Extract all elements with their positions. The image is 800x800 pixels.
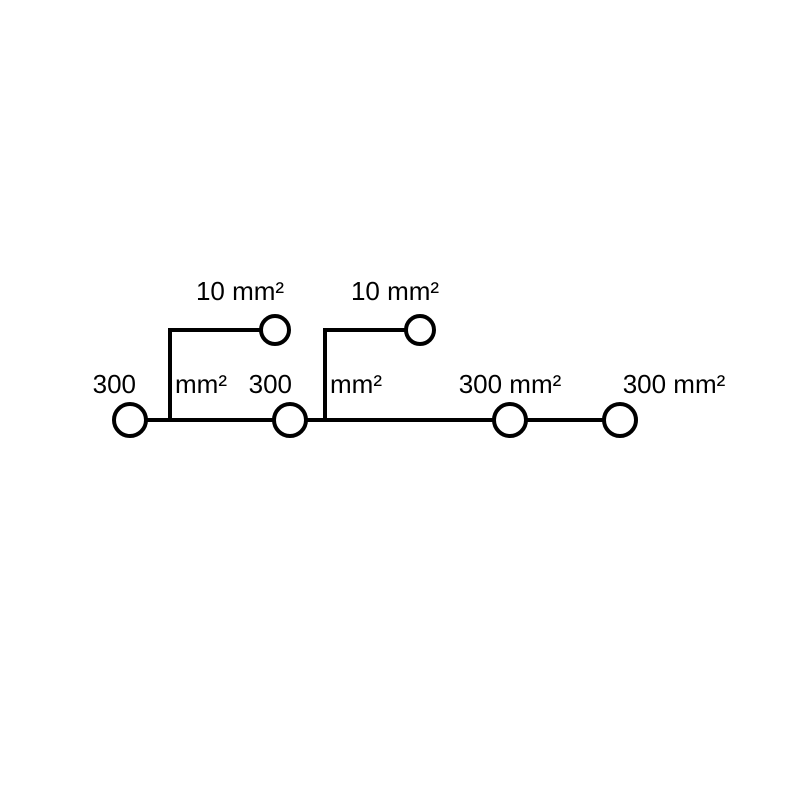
label-1: mm² xyxy=(175,369,227,399)
node-b1 xyxy=(114,404,146,436)
node-t1 xyxy=(261,316,289,344)
node-b2 xyxy=(274,404,306,436)
label-5: 300 mm² xyxy=(623,369,726,399)
label-7: 10 mm² xyxy=(351,276,439,306)
label-6: 10 mm² xyxy=(196,276,284,306)
label-0: 300 xyxy=(93,369,136,399)
wiring-diagram: 300 mm² 300 mm² 300 mm² 300 mm² 10 mm² 10 mm² xyxy=(0,0,800,800)
label-4: 300 mm² xyxy=(459,369,562,399)
label-2: 300 xyxy=(249,369,292,399)
node-t2 xyxy=(406,316,434,344)
node-b3 xyxy=(494,404,526,436)
label-3: mm² xyxy=(330,369,382,399)
node-b4 xyxy=(604,404,636,436)
